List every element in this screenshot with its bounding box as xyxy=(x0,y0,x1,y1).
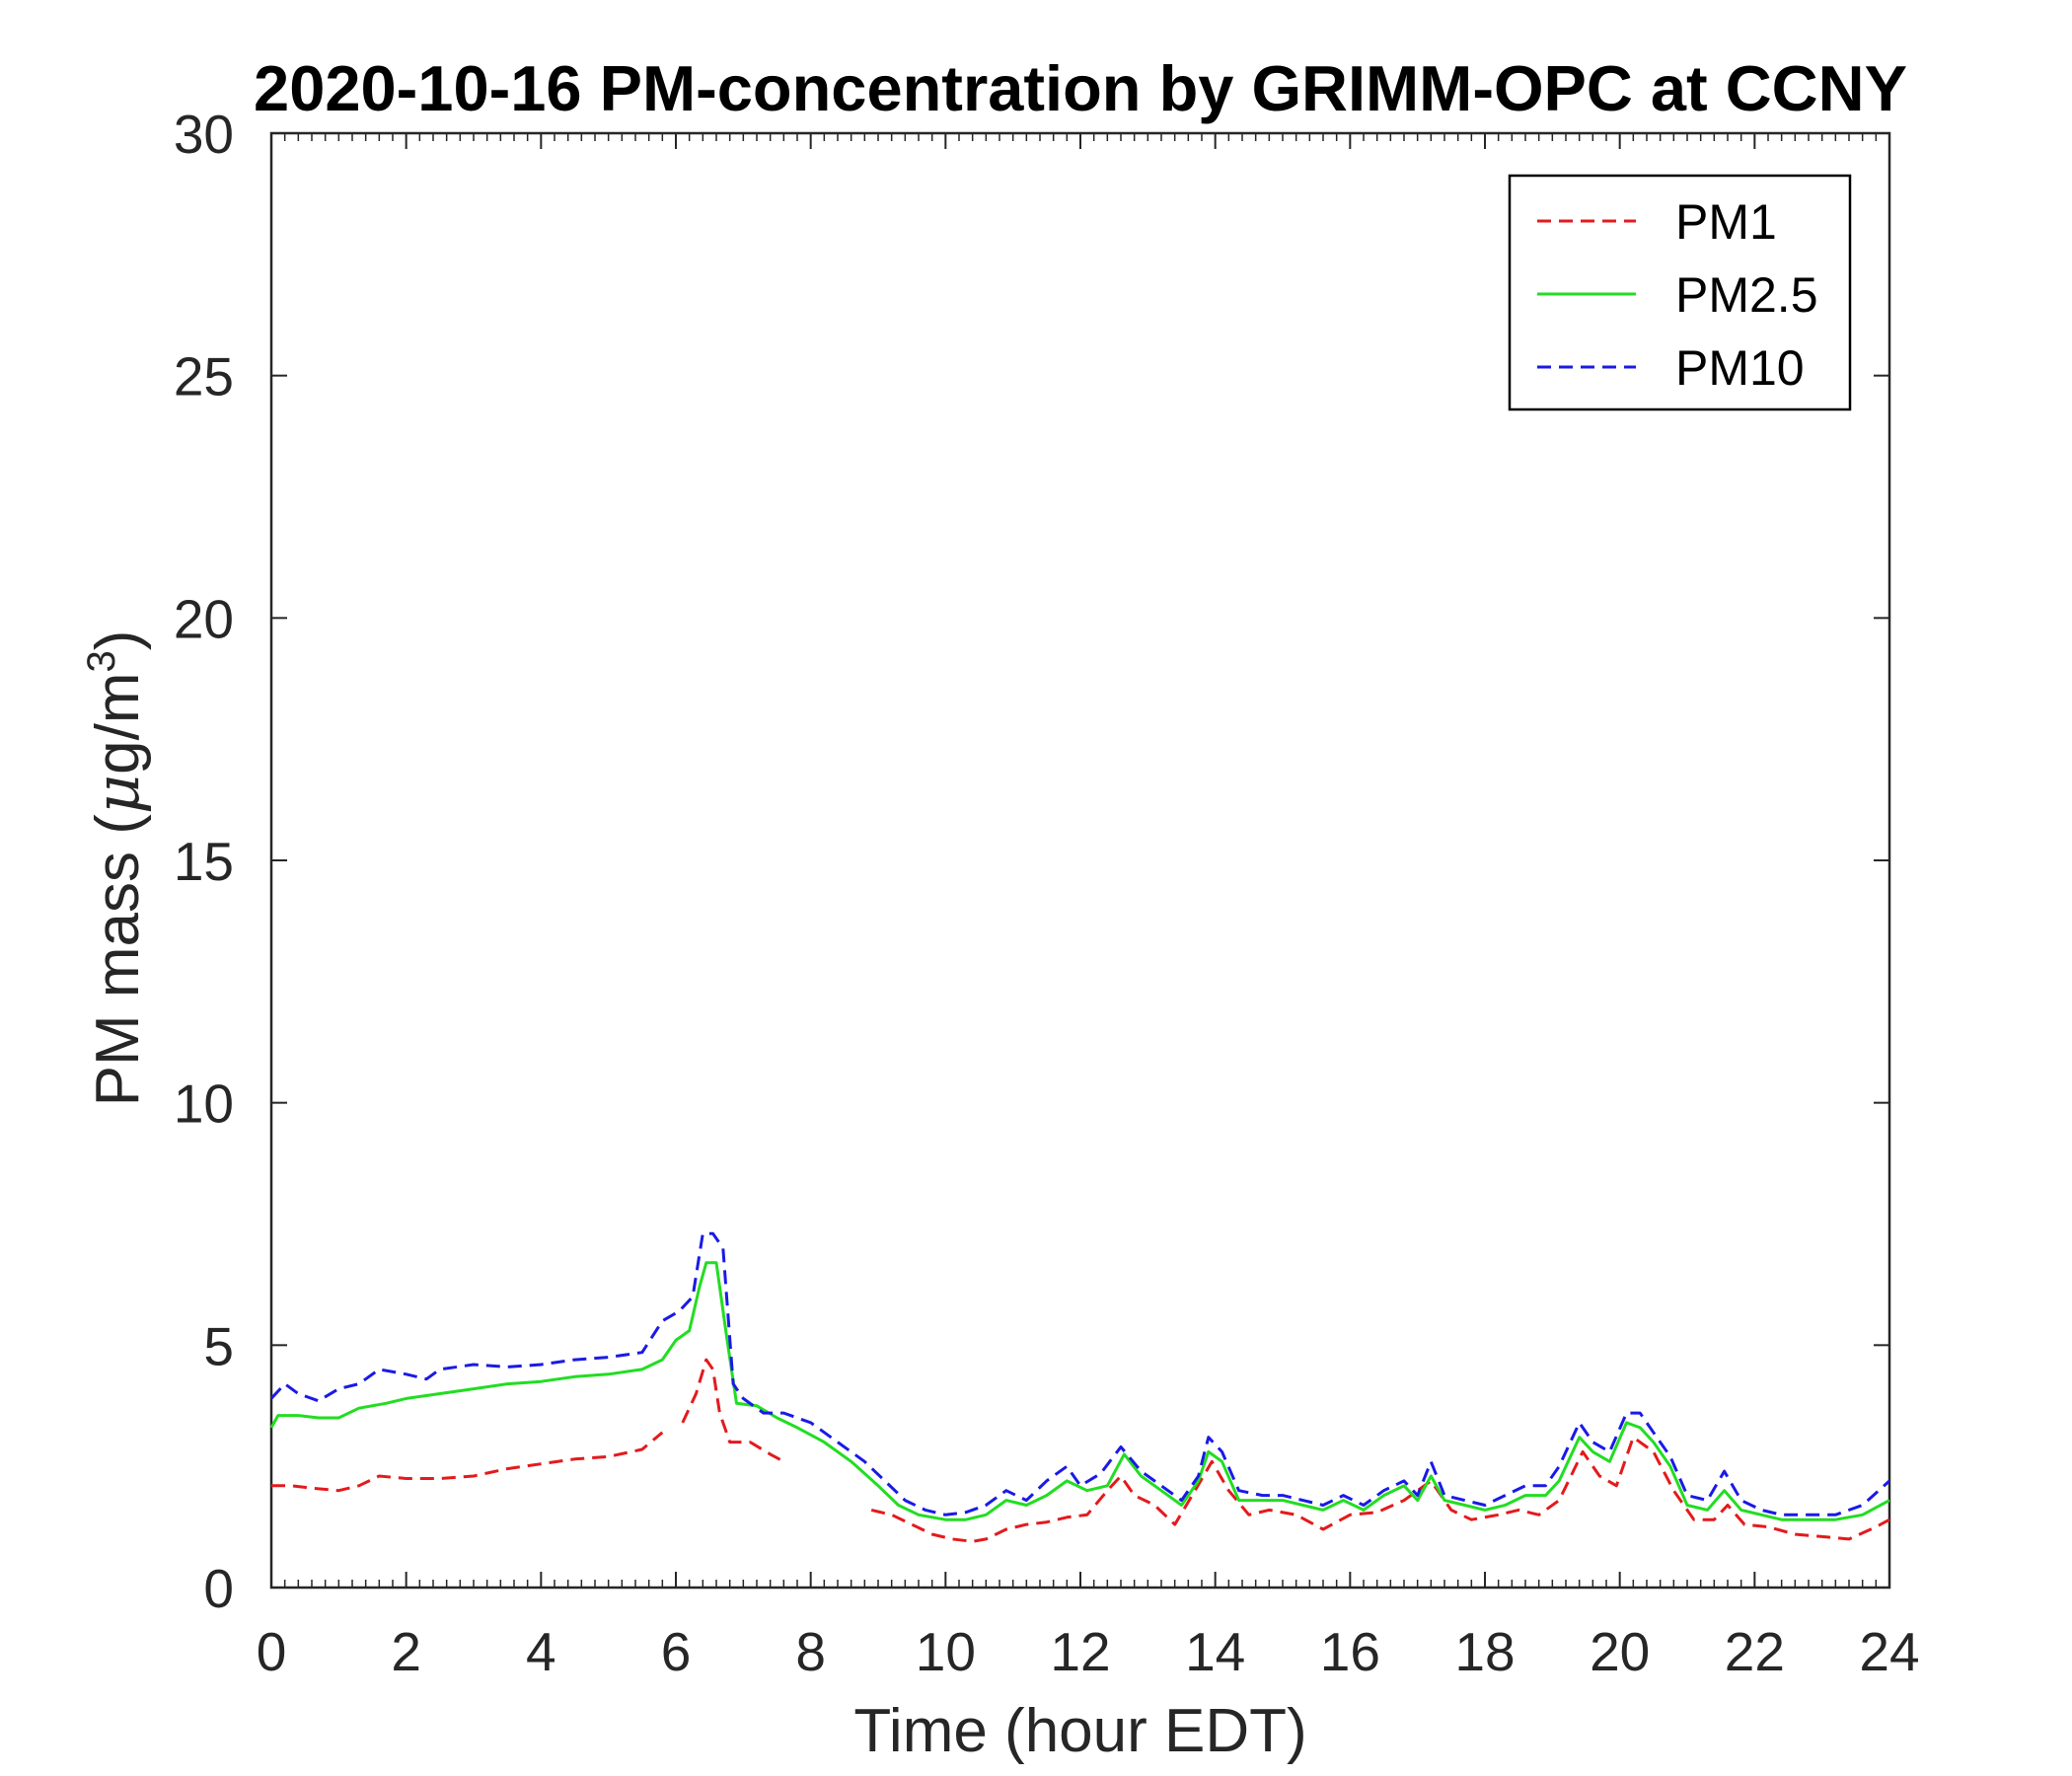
x-tick-label: 20 xyxy=(1590,1621,1650,1682)
y-tick-label: 10 xyxy=(174,1073,234,1135)
y-axis-label-main: PM mass ( xyxy=(84,814,152,1107)
legend-label-pm10: PM10 xyxy=(1675,340,1805,396)
y-tick-labels: 0 5 10 15 20 25 30 xyxy=(174,104,234,1619)
x-tick-label: 14 xyxy=(1185,1621,1245,1682)
y-axis-label: PM mass (μg/m3) xyxy=(80,630,153,1107)
y-axis-label-unit: g/m xyxy=(84,673,152,775)
x-tick-label: 10 xyxy=(916,1621,976,1682)
y-tick-label: 20 xyxy=(174,588,234,649)
y-tick-label: 25 xyxy=(174,346,234,407)
major-ticks xyxy=(270,132,1890,1589)
x-tick-label: 6 xyxy=(661,1621,692,1682)
x-tick-label: 18 xyxy=(1454,1621,1515,1682)
y-tick-label: 5 xyxy=(203,1315,234,1376)
x-tick-label: 16 xyxy=(1320,1621,1380,1682)
y-axis-label-mu: μ xyxy=(81,775,153,814)
y-axis-label-sup: 3 xyxy=(80,650,123,672)
series-line-pm1 xyxy=(681,1358,785,1463)
series-line-pm2-5 xyxy=(269,1261,1890,1521)
y-axis-label-close: ) xyxy=(84,630,152,651)
series-layer xyxy=(269,1231,1891,1543)
x-tick-labels: 0 2 4 6 8 10 12 14 16 18 20 22 24 xyxy=(257,1621,1920,1682)
x-axis-label: Time (hour EDT) xyxy=(853,1697,1306,1765)
legend-entries: PM1 PM2.5 PM10 xyxy=(1537,194,1818,396)
legend-label-pm1: PM1 xyxy=(1675,194,1777,250)
chart-title: 2020-10-16 PM-concentration by GRIMM-OPC… xyxy=(254,52,1907,124)
x-tick-label: 0 xyxy=(257,1621,287,1682)
x-tick-label: 8 xyxy=(795,1621,826,1682)
series-line-pm1 xyxy=(271,1431,664,1493)
chart-legend: PM1 PM2.5 PM10 xyxy=(1508,174,1852,411)
y-tick-label: 15 xyxy=(174,831,234,892)
series-pm2-5 xyxy=(269,1261,1890,1521)
y-tick-label: 0 xyxy=(203,1558,234,1619)
y-tick-label: 30 xyxy=(174,104,234,165)
x-tick-label: 24 xyxy=(1859,1621,1919,1682)
x-tick-label: 2 xyxy=(391,1621,421,1682)
x-tick-label: 4 xyxy=(526,1621,556,1682)
minor-ticks xyxy=(283,133,1878,1588)
plot-area xyxy=(269,131,1891,1590)
series-pm1 xyxy=(271,1358,1890,1543)
legend-label-pm2-5: PM2.5 xyxy=(1675,267,1818,323)
series-line-pm10 xyxy=(269,1231,1891,1517)
x-tick-label: 12 xyxy=(1050,1621,1110,1682)
x-tick-label: 22 xyxy=(1725,1621,1785,1682)
series-line-pm1 xyxy=(870,1436,1890,1543)
series-pm10 xyxy=(269,1231,1891,1517)
